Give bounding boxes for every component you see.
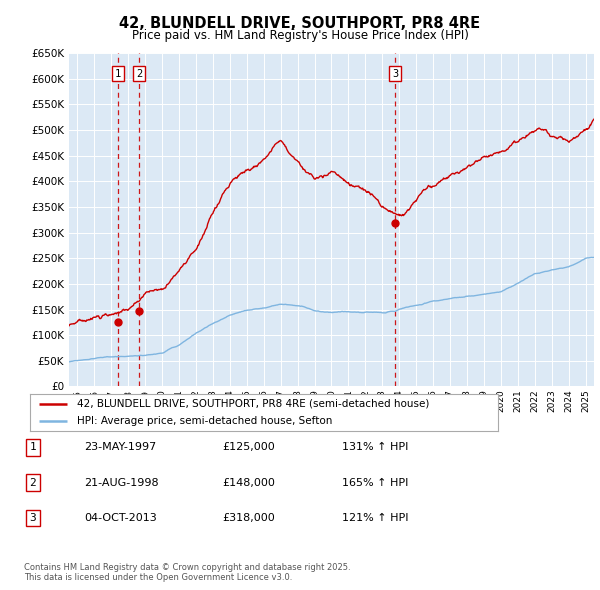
- Text: £125,000: £125,000: [222, 442, 275, 452]
- Text: HPI: Average price, semi-detached house, Sefton: HPI: Average price, semi-detached house,…: [77, 416, 332, 425]
- Text: 21-AUG-1998: 21-AUG-1998: [84, 478, 158, 487]
- Text: £318,000: £318,000: [222, 513, 275, 523]
- Text: Price paid vs. HM Land Registry's House Price Index (HPI): Price paid vs. HM Land Registry's House …: [131, 29, 469, 42]
- Text: 2: 2: [136, 68, 142, 78]
- Text: 1: 1: [115, 68, 121, 78]
- Text: 42, BLUNDELL DRIVE, SOUTHPORT, PR8 4RE: 42, BLUNDELL DRIVE, SOUTHPORT, PR8 4RE: [119, 16, 481, 31]
- Text: Contains HM Land Registry data © Crown copyright and database right 2025.: Contains HM Land Registry data © Crown c…: [24, 563, 350, 572]
- Text: This data is licensed under the Open Government Licence v3.0.: This data is licensed under the Open Gov…: [24, 572, 292, 582]
- Text: 2: 2: [29, 478, 37, 487]
- Text: 165% ↑ HPI: 165% ↑ HPI: [342, 478, 409, 487]
- Text: 04-OCT-2013: 04-OCT-2013: [84, 513, 157, 523]
- Text: 1: 1: [29, 442, 37, 452]
- Text: 3: 3: [29, 513, 37, 523]
- Text: 23-MAY-1997: 23-MAY-1997: [84, 442, 156, 452]
- Text: 42, BLUNDELL DRIVE, SOUTHPORT, PR8 4RE (semi-detached house): 42, BLUNDELL DRIVE, SOUTHPORT, PR8 4RE (…: [77, 399, 429, 408]
- Text: 131% ↑ HPI: 131% ↑ HPI: [342, 442, 409, 452]
- Text: 121% ↑ HPI: 121% ↑ HPI: [342, 513, 409, 523]
- Text: £148,000: £148,000: [222, 478, 275, 487]
- Text: 3: 3: [392, 68, 398, 78]
